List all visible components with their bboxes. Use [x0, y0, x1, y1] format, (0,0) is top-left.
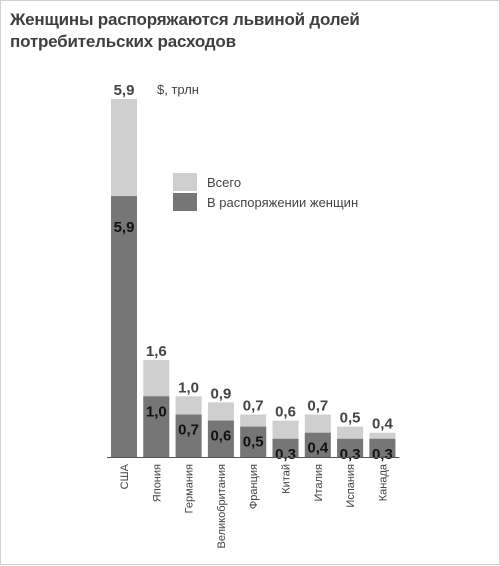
- women-value-label: 0,3: [372, 446, 393, 463]
- total-value-label: 0,7: [307, 398, 328, 415]
- category-label: Великобритания: [216, 464, 228, 549]
- total-value-label: 0,4: [372, 416, 394, 433]
- total-value-label: 5,9: [114, 82, 135, 99]
- bar-women-7: [337, 438, 364, 457]
- women-value-label: 1,0: [146, 403, 167, 420]
- total-value-label: 0,9: [210, 385, 231, 402]
- bar-women-3: [207, 420, 234, 457]
- women-value-label: 0,3: [275, 446, 296, 463]
- women-value-label: 0,5: [243, 434, 264, 451]
- total-value-label: 1,6: [146, 343, 167, 360]
- bar-women-0: [111, 196, 137, 457]
- legend-swatch-total: [173, 173, 197, 191]
- women-value-label: 0,3: [340, 446, 361, 463]
- women-value-label: 0,6: [210, 428, 231, 445]
- total-value-label: 0,7: [243, 398, 264, 415]
- women-value-label: 0,4: [307, 440, 329, 457]
- category-label: США: [119, 463, 131, 489]
- bar-women-8: [369, 438, 396, 457]
- category-label: Япония: [151, 464, 163, 502]
- bar-women-4: [240, 426, 267, 457]
- legend-swatch-women: [173, 193, 197, 211]
- category-label: Китай: [281, 464, 293, 494]
- category-label: Франция: [248, 464, 260, 509]
- total-value-label: 1,0: [178, 379, 199, 396]
- category-label: Германия: [184, 464, 196, 513]
- legend-label-women: В распоряжении женщин: [207, 195, 358, 210]
- legend-label-total: Всего: [207, 175, 241, 190]
- unit-label: $, трлн: [157, 82, 199, 97]
- total-value-label: 0,6: [275, 404, 296, 421]
- total-value-label: 0,5: [340, 410, 361, 427]
- bar-women-2: [175, 414, 202, 457]
- bar-women-1: [143, 396, 170, 457]
- category-label: Канада: [377, 463, 389, 501]
- bar-women-6: [304, 432, 331, 457]
- category-label: Италия: [313, 464, 325, 502]
- bar-women-5: [272, 438, 299, 457]
- chart-title: Женщины распоряжаются львиной долей потр…: [10, 10, 360, 51]
- category-label: Испания: [345, 464, 357, 508]
- women-value-label: 0,7: [178, 422, 199, 439]
- women-value-label: 5,9: [114, 219, 135, 236]
